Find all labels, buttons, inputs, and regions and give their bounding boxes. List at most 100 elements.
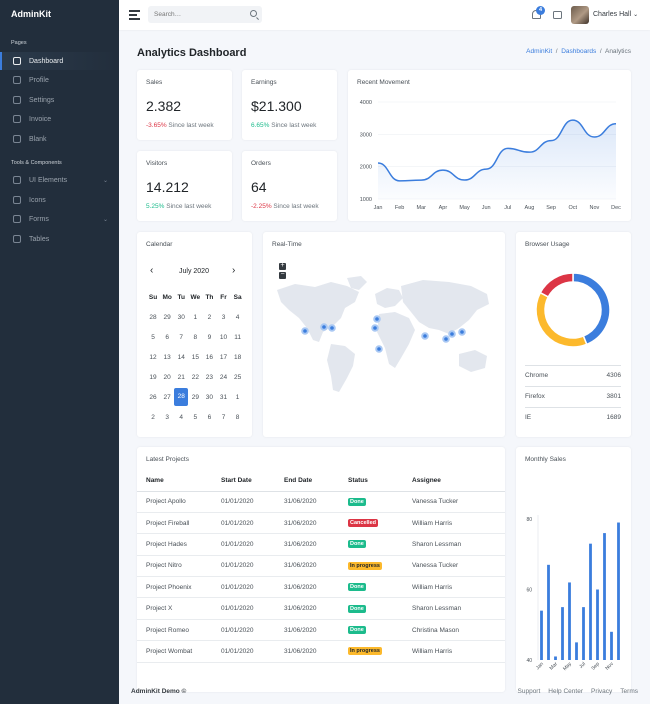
calendar-day[interactable]: 4 [235, 313, 240, 321]
message-icon[interactable] [553, 11, 562, 19]
calendar-day[interactable]: 30 [177, 313, 185, 321]
calendar-day[interactable]: 15 [191, 353, 199, 361]
column-header[interactable]: Start Date [221, 471, 284, 492]
calendar-day[interactable]: 13 [163, 353, 171, 361]
user-menu[interactable]: Charles Hall ⌄ [593, 11, 638, 18]
calendar-day[interactable]: 29 [163, 313, 171, 321]
calendar-day[interactable]: 3 [221, 313, 226, 321]
search-icon[interactable] [250, 10, 257, 17]
sidebar-item-ui-elements[interactable]: UI Elements ⌄ [0, 171, 119, 189]
y-tick-label: 1000 [360, 197, 372, 203]
calendar-day[interactable]: 5 [151, 333, 155, 341]
calendar-day[interactable]: 4 [179, 413, 184, 421]
recent-movement-chart: 1000 2000 3000 4000 Jan Feb Mar Apr May Jun Jul Aug… [360, 100, 621, 211]
sidebar-item-label: UI Elements [29, 176, 68, 184]
sidebar-item-dashboard[interactable]: Dashboard [0, 52, 119, 70]
cell-start: 01/01/2020 [221, 640, 284, 663]
chevron-right-icon[interactable]: › [232, 265, 236, 276]
footer-links: Support Help Center Privacy Terms [518, 688, 638, 695]
calendar-day[interactable]: 3 [165, 413, 169, 421]
footer-link-terms[interactable]: Terms [620, 688, 638, 695]
calendar-day[interactable]: 25 [233, 373, 242, 381]
calendar-day[interactable]: 10 [219, 333, 228, 341]
column-header[interactable]: End Date [284, 471, 348, 492]
calendar-day[interactable]: 30 [205, 393, 214, 401]
table-row[interactable]: Project Phoenix 01/01/2020 31/06/2020 Done W… [137, 576, 505, 599]
map-markers [301, 315, 466, 353]
land-australia [459, 350, 487, 372]
column-header[interactable]: Name [137, 471, 221, 492]
calendar-day[interactable]: 23 [205, 373, 214, 381]
sidebar-item-settings[interactable]: Settings [0, 91, 119, 109]
calendar-day[interactable]: 31 [219, 393, 228, 401]
calendar-day[interactable]: 19 [149, 373, 157, 381]
calendar-day[interactable]: 17 [219, 353, 228, 361]
calendar-day[interactable]: 22 [191, 373, 199, 381]
calendar-day[interactable]: 14 [177, 353, 185, 361]
table-row[interactable]: Project Nitro 01/01/2020 31/06/2020 In prog… [137, 555, 505, 578]
column-header[interactable]: Status [348, 471, 412, 492]
calendar-day[interactable]: 18 [233, 353, 242, 361]
calendar-day[interactable]: 8 [193, 333, 198, 341]
calendar-day[interactable]: 26 [149, 393, 157, 401]
calendar-day[interactable]: 1 [193, 313, 198, 321]
calendar-day[interactable]: 11 [234, 333, 241, 341]
footer-link-help-center[interactable]: Help Center [548, 688, 583, 695]
footer-link-privacy[interactable]: Privacy [590, 688, 613, 695]
calendar-day[interactable]: 6 [165, 333, 169, 341]
calendar-day[interactable]: 2 [207, 313, 212, 321]
calendar-day[interactable]: 5 [193, 413, 198, 421]
calendar-day[interactable]: 28 [174, 388, 189, 406]
table-row[interactable]: Project Fireball 01/01/2020 31/06/2020 Canc… [137, 512, 505, 535]
calendar-day[interactable]: 16 [205, 353, 214, 361]
table-row[interactable]: Project Wombat 01/01/2020 31/06/2020 In pro… [137, 640, 505, 663]
brand-logo[interactable]: AdminKit [11, 9, 51, 19]
sidebar-item-icons[interactable]: Icons [0, 191, 119, 209]
sidebar-item-profile[interactable]: Profile [0, 71, 119, 89]
x-tick-label: Oct [568, 205, 577, 211]
calendar-day[interactable]: 28 [149, 313, 157, 321]
zoom-in-button[interactable]: + [279, 262, 286, 270]
chevron-left-icon[interactable]: ‹ [150, 265, 154, 276]
zoom-out-button[interactable]: − [279, 271, 286, 279]
sidebar-item-blank[interactable]: Blank [0, 130, 119, 148]
calendar-day[interactable]: 6 [207, 413, 212, 421]
table-row[interactable]: Project Hades 01/01/2020 31/06/2020 Done Sha… [137, 533, 505, 556]
calendar-day[interactable]: 7 [179, 333, 184, 341]
calendar-day[interactable]: 20 [163, 373, 171, 381]
menu-toggle-icon[interactable] [129, 10, 140, 20]
sidebar-item-invoice[interactable]: Invoice [0, 110, 119, 128]
cell-start: 01/01/2020 [221, 619, 284, 642]
footer-link-support[interactable]: Support [517, 688, 541, 695]
calendar-day[interactable]: 29 [191, 393, 199, 401]
search-input[interactable] [148, 6, 243, 23]
calendar-day[interactable]: 2 [151, 413, 155, 421]
map-marker [448, 330, 456, 338]
footer-brand[interactable]: AdminKit Demo © [131, 688, 187, 695]
cell-end: 31/06/2020 [284, 597, 348, 620]
calendar-day[interactable]: 8 [235, 413, 240, 421]
calendar-day[interactable]: 9 [207, 333, 212, 341]
calendar-day[interactable]: 21 [177, 373, 185, 381]
calendar-day[interactable]: 27 [163, 393, 171, 401]
bar [554, 656, 557, 660]
sidebar-item-tables[interactable]: Tables [0, 230, 119, 248]
breadcrumb-adminkit[interactable]: AdminKit [526, 48, 553, 55]
table-row[interactable]: Project Apollo 01/01/2020 31/06/2020 Done Va… [137, 491, 505, 513]
table-row[interactable]: Project Romeo 01/01/2020 31/06/2020 Done Chr… [137, 619, 505, 642]
column-header[interactable]: Assignee [412, 471, 505, 492]
calendar-day[interactable]: 12 [149, 353, 157, 361]
table-row[interactable]: Project X 01/01/2020 31/06/2020 Done Sharon … [137, 597, 505, 620]
avatar[interactable] [571, 6, 589, 24]
world-map[interactable] [263, 232, 505, 437]
sidebar-item-forms[interactable]: Forms ⌄ [0, 210, 119, 228]
cell-assignee: William Harris [412, 640, 505, 663]
calendar-day[interactable]: 7 [221, 413, 226, 421]
breadcrumb-dashboards[interactable]: Dashboards [561, 48, 597, 55]
x-tick-label: Aug [525, 205, 535, 211]
calendar-day[interactable]: 24 [219, 373, 228, 381]
bar [540, 610, 543, 660]
chevron-down-icon: ⌄ [633, 12, 639, 18]
stat-footer: 6.65% Since last week [251, 122, 317, 129]
calendar-day[interactable]: 1 [235, 393, 240, 401]
